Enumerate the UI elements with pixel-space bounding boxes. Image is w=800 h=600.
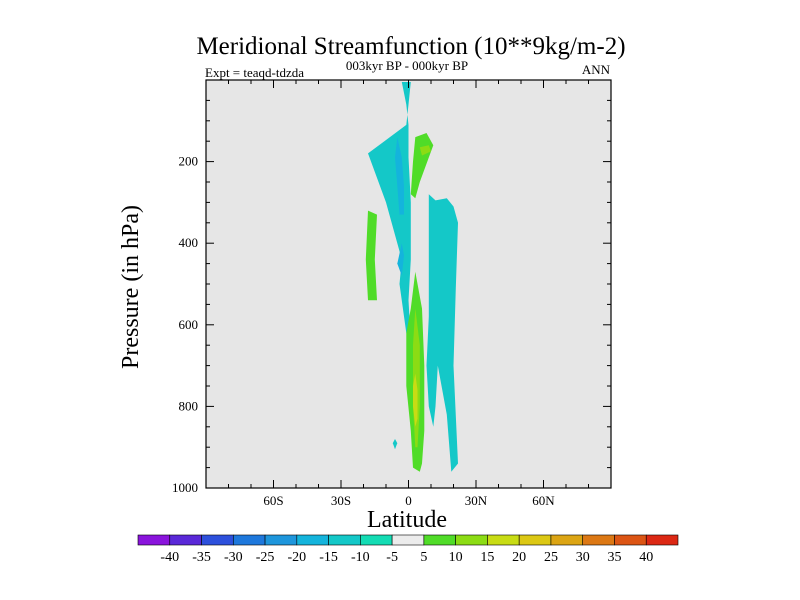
colorbar-labels: -40 -35 -30 -25 -20 -15 -10 -5 5 10 15 20 25 30 35 40 — [160, 550, 653, 565]
subtitle-experiment: Expt = teaqd-tdzda — [205, 65, 304, 80]
south-negative-core — [395, 137, 404, 215]
y-tick-label: 800 — [179, 398, 199, 413]
colorbar-label: -40 — [160, 550, 179, 565]
colorbar-label: 15 — [480, 550, 494, 565]
colorbar-label: 40 — [639, 550, 653, 565]
colorbar-box — [487, 534, 520, 546]
colorbar-box — [391, 534, 425, 546]
colorbar-label: -25 — [256, 550, 275, 565]
colorbar-box — [423, 534, 456, 546]
colorbar-box — [614, 534, 647, 546]
north-negative-cell — [426, 194, 458, 472]
subtitle-season: ANN — [582, 62, 611, 77]
y-tick-label: 600 — [179, 317, 199, 332]
colorbar-box — [328, 534, 361, 546]
x-tick-label: 60N — [532, 493, 555, 508]
contour-fills — [365, 82, 458, 472]
y-axis-title: Pressure (in hPa) — [118, 205, 144, 369]
axis-ticks — [205, 79, 612, 489]
colorbar-label: -10 — [351, 550, 370, 565]
x-tick-label: 60S — [263, 493, 283, 508]
colorbar-label: 30 — [576, 550, 590, 565]
south-positive-flank — [365, 210, 377, 301]
colorbar-box — [232, 534, 266, 546]
colorbar-box — [169, 534, 202, 546]
y-tick-label: 200 — [179, 154, 199, 169]
colorbar-label: 5 — [420, 550, 427, 565]
isolated-spot — [392, 439, 398, 450]
y-tick-labels: 200 400 600 800 1000 — [172, 154, 198, 495]
colorbar-box — [137, 534, 171, 546]
south-negative-core-lower — [397, 243, 404, 276]
colorbar-box — [264, 534, 298, 546]
colorbar-label: -5 — [386, 550, 398, 565]
chart-title: Meridional Streamfunction (10**9kg/m-2) — [196, 33, 625, 60]
colorbar-box — [518, 534, 552, 546]
plot-frame — [205, 79, 612, 489]
x-axis-title: Latitude — [367, 507, 447, 533]
south-negative-cell — [368, 82, 411, 342]
colorbar-box — [296, 534, 329, 546]
x-tick-labels: 60S 30S 0 30N 60N — [263, 493, 555, 508]
colorbar-box — [550, 534, 584, 546]
colorbar-box — [645, 534, 679, 546]
y-tick-label: 1000 — [172, 480, 198, 495]
colorbar-box — [582, 534, 615, 546]
colorbar-label: -30 — [224, 550, 243, 565]
north-positive-upper-core — [419, 145, 431, 156]
colorbar-label: 20 — [512, 550, 526, 565]
equatorial-positive-lower-peak — [413, 373, 418, 427]
subtitle-period: 003kyr BP - 000kyr BP — [346, 58, 468, 73]
colorbar-box — [201, 534, 234, 546]
colorbar-label: 10 — [449, 550, 463, 565]
x-tick-label: 30N — [465, 493, 488, 508]
y-tick-label: 400 — [179, 235, 199, 250]
colorbar-label: -20 — [287, 550, 306, 565]
colorbar-label: -35 — [192, 550, 211, 565]
colorbar-label: 25 — [544, 550, 558, 565]
colorbar — [137, 534, 679, 546]
colorbar-label: -15 — [319, 550, 338, 565]
colorbar-label: 35 — [607, 550, 621, 565]
colorbar-box — [360, 534, 393, 546]
x-tick-label: 30S — [331, 493, 351, 508]
x-tick-label: 0 — [405, 493, 412, 508]
colorbar-box — [455, 534, 488, 546]
